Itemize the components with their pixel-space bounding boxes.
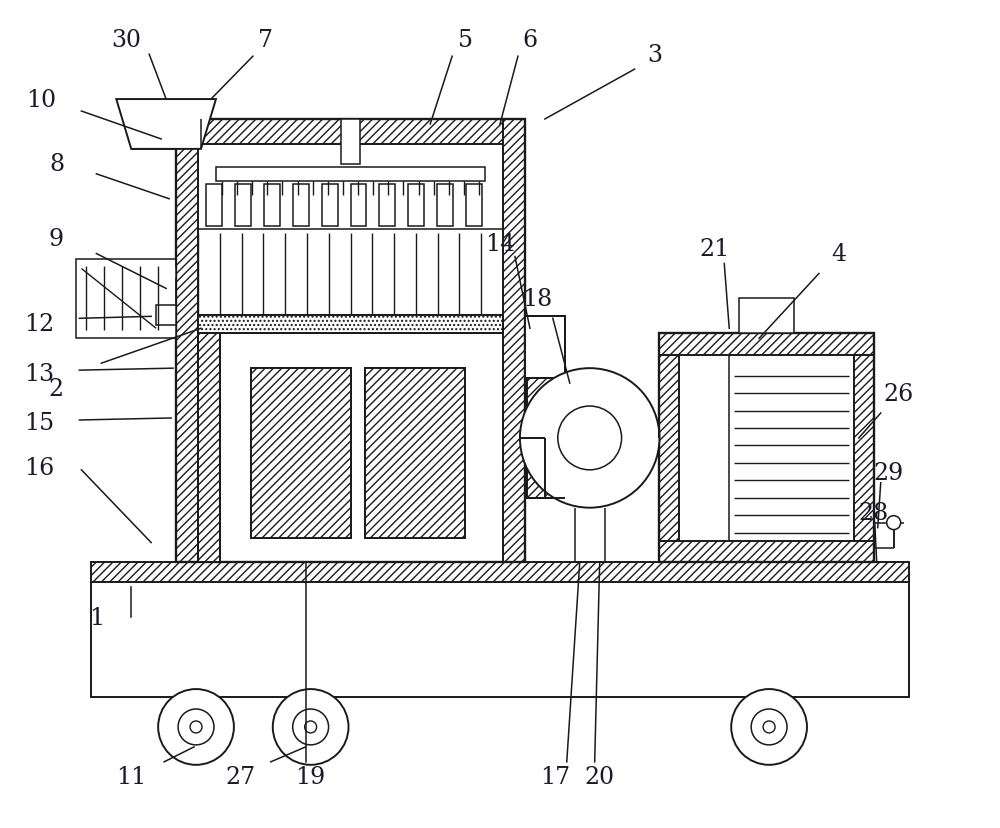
Bar bbox=[659, 541, 874, 563]
Text: 21: 21 bbox=[699, 238, 729, 261]
Text: 1: 1 bbox=[89, 606, 104, 629]
Bar bbox=[176, 120, 198, 563]
Bar bbox=[76, 259, 176, 339]
Circle shape bbox=[887, 516, 901, 530]
Bar bbox=[91, 578, 909, 697]
Circle shape bbox=[751, 709, 787, 745]
Bar bbox=[659, 334, 874, 356]
Bar bbox=[198, 316, 503, 334]
Circle shape bbox=[520, 368, 659, 508]
Text: 4: 4 bbox=[831, 243, 846, 266]
Bar bbox=[198, 334, 220, 563]
Text: 11: 11 bbox=[116, 765, 146, 788]
Bar bbox=[198, 316, 503, 334]
Bar bbox=[466, 185, 482, 226]
Bar bbox=[206, 185, 222, 226]
Circle shape bbox=[305, 721, 317, 733]
Text: 3: 3 bbox=[647, 44, 662, 66]
Bar bbox=[251, 368, 351, 538]
Bar bbox=[264, 185, 280, 226]
Bar bbox=[503, 120, 525, 563]
Text: 30: 30 bbox=[111, 29, 141, 51]
Circle shape bbox=[158, 689, 234, 765]
Text: 2: 2 bbox=[49, 377, 64, 400]
Bar bbox=[659, 356, 679, 541]
Bar bbox=[176, 120, 525, 145]
Text: 14: 14 bbox=[485, 233, 515, 256]
Bar bbox=[216, 167, 485, 181]
Bar bbox=[659, 334, 874, 563]
Circle shape bbox=[178, 709, 214, 745]
Polygon shape bbox=[116, 100, 216, 150]
Bar bbox=[351, 185, 366, 226]
Bar bbox=[379, 185, 395, 226]
Bar bbox=[525, 317, 565, 378]
Text: 29: 29 bbox=[874, 462, 904, 484]
Text: 7: 7 bbox=[258, 29, 273, 51]
Circle shape bbox=[763, 721, 775, 733]
Bar bbox=[527, 378, 557, 498]
Bar bbox=[437, 185, 453, 226]
Text: 9: 9 bbox=[49, 228, 64, 251]
Bar bbox=[739, 299, 794, 334]
Text: 17: 17 bbox=[540, 765, 570, 788]
Text: 10: 10 bbox=[26, 89, 57, 112]
Bar bbox=[293, 185, 309, 226]
Text: 26: 26 bbox=[884, 382, 914, 405]
Bar bbox=[545, 378, 565, 438]
Circle shape bbox=[731, 689, 807, 765]
Bar bbox=[854, 356, 874, 541]
Bar bbox=[235, 185, 251, 226]
Circle shape bbox=[293, 709, 329, 745]
Bar bbox=[251, 368, 351, 538]
Bar bbox=[365, 368, 465, 538]
Text: 15: 15 bbox=[24, 412, 55, 435]
Text: 28: 28 bbox=[859, 502, 889, 524]
Text: 18: 18 bbox=[522, 287, 552, 310]
Text: 27: 27 bbox=[226, 765, 256, 788]
Circle shape bbox=[273, 689, 349, 765]
Bar bbox=[659, 334, 874, 563]
Text: 16: 16 bbox=[24, 457, 55, 479]
Circle shape bbox=[190, 721, 202, 733]
Bar bbox=[176, 120, 525, 563]
Bar bbox=[91, 563, 909, 583]
Text: 12: 12 bbox=[24, 312, 55, 335]
Text: 8: 8 bbox=[49, 153, 64, 176]
Bar bbox=[408, 185, 424, 226]
Bar bbox=[527, 378, 557, 498]
Bar bbox=[341, 120, 360, 165]
Bar bbox=[365, 368, 465, 538]
Bar bbox=[198, 334, 220, 563]
Text: 19: 19 bbox=[296, 765, 326, 788]
Bar bbox=[156, 306, 176, 326]
Text: 20: 20 bbox=[585, 765, 615, 788]
Text: 6: 6 bbox=[522, 29, 537, 51]
Bar bbox=[322, 185, 338, 226]
Circle shape bbox=[558, 407, 622, 470]
Text: 5: 5 bbox=[458, 29, 473, 51]
Text: 13: 13 bbox=[24, 362, 55, 385]
